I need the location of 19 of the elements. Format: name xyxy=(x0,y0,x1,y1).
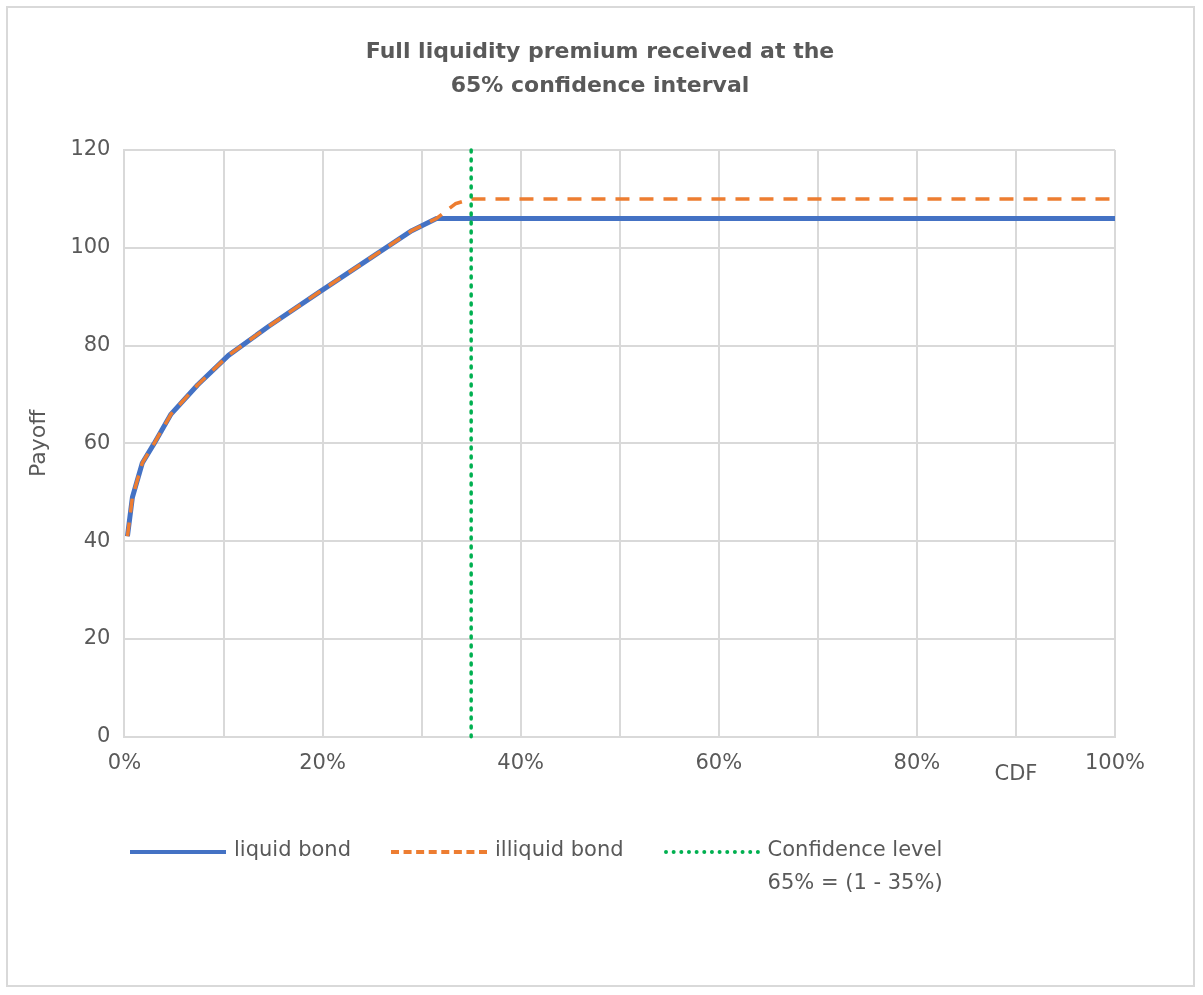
chart-title: Full liquidity premium received at the 65% confidence interval xyxy=(364,37,836,99)
y-tick-label: 80 xyxy=(83,332,111,357)
x-tick-label: 100% xyxy=(1084,749,1146,774)
y-tick-label: 20 xyxy=(83,625,111,650)
y-tick-label: 120 xyxy=(70,136,111,161)
x-tick-label: 60% xyxy=(695,749,743,774)
y-tick-label: 40 xyxy=(83,527,111,552)
x-tick-label: 40% xyxy=(497,749,545,774)
x-tick-label: 20% xyxy=(299,749,346,774)
y-axis-title: Payoff xyxy=(24,408,50,478)
y-tick-label: 100 xyxy=(70,234,111,259)
y-tick-label: 0 xyxy=(97,723,111,748)
legend-label: illiquid bond xyxy=(494,836,624,863)
y-tick-label: 60 xyxy=(83,429,111,454)
legend-label: liquid bond xyxy=(234,836,351,863)
x-axis-title: CDF xyxy=(994,761,1038,786)
x-tick-label: 0% xyxy=(107,749,142,774)
legend-label: Confidence level 65% = (1 - 35%) xyxy=(767,836,944,896)
x-tick-label: 80% xyxy=(893,749,941,774)
